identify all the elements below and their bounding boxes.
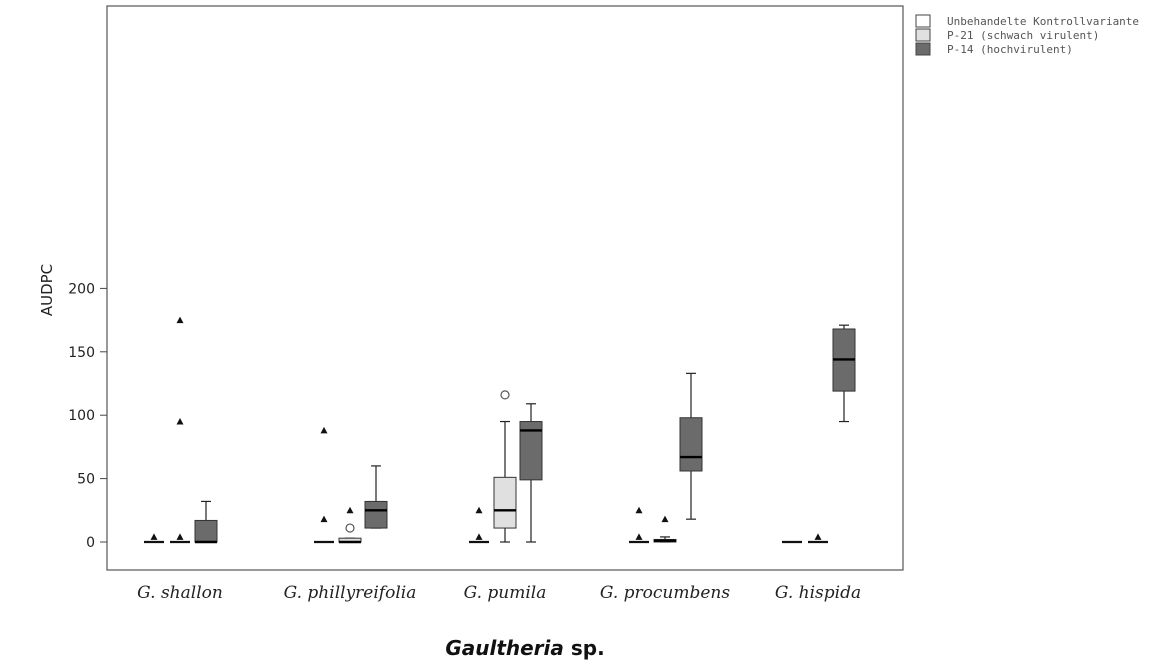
box-2-3 (679, 372, 703, 520)
box-2-0 (194, 500, 218, 544)
y-tick-label: 200 (68, 281, 95, 297)
box-2-4 (832, 324, 856, 423)
legend-swatch (915, 28, 931, 42)
legend-swatch (915, 42, 931, 56)
box-groups (144, 316, 856, 544)
x-axis-title-genus: Gaultheria (445, 636, 564, 660)
extreme-triangle (346, 506, 354, 514)
legend-label: P-14 (hochvirulent) (947, 43, 1073, 56)
x-axis-title: Gaultheria sp. (445, 636, 604, 660)
iqr-box (493, 476, 517, 529)
extreme-triangle (635, 506, 643, 514)
box-2-1 (364, 465, 388, 529)
outlier-circle (500, 390, 510, 400)
box-0-3 (629, 506, 649, 544)
extreme-triangle (475, 506, 483, 514)
extreme-triangle (150, 533, 158, 540)
box-2-2 (519, 403, 543, 543)
box-0-0 (144, 533, 164, 544)
extreme-triangle (320, 426, 328, 434)
iqr-box (519, 421, 543, 481)
box-0-2 (469, 506, 489, 544)
box-1-2 (493, 390, 517, 543)
extreme-triangle (814, 533, 822, 540)
iqr-box (194, 519, 218, 543)
box-1-0 (170, 316, 190, 544)
y-tick-label: 150 (68, 345, 95, 361)
y-axis: 0 50 100 150 200 (68, 281, 107, 551)
box-1-4 (808, 533, 828, 544)
box-1-3 (653, 515, 677, 543)
category-label: G. pumila (464, 583, 547, 603)
extreme-triangle (176, 533, 184, 540)
legend-label: P-21 (schwach virulent) (947, 29, 1099, 42)
extreme-triangle (176, 418, 184, 425)
legend-swatch (915, 14, 931, 28)
outlier-circle (345, 523, 355, 533)
category-label: G. phillyreifolia (284, 583, 417, 603)
y-tick-label: 50 (77, 472, 95, 488)
y-tick-label: 0 (86, 535, 95, 551)
y-axis-title: AUDPC (38, 264, 56, 316)
category-label: G. hispida (775, 583, 861, 603)
category-label: G. procumbens (600, 583, 731, 603)
extreme-triangle (475, 533, 483, 540)
extreme-triangle (320, 515, 328, 523)
x-axis-title-suffix: sp. (564, 636, 605, 660)
extreme-triangle (635, 533, 643, 540)
category-label: G. shallon (137, 583, 223, 603)
iqr-box (364, 500, 388, 529)
legend-label: Unbehandelte Kontrollvariante (947, 15, 1139, 28)
category-labels: G. shallon G. phillyreifolia G. pumila G. p… (137, 583, 861, 603)
iqr-box (679, 417, 703, 472)
extreme-triangle (661, 515, 669, 523)
box-0-1 (314, 426, 334, 544)
y-tick-label: 100 (68, 408, 95, 424)
extreme-triangle (176, 316, 184, 324)
box-1-1 (338, 506, 362, 544)
